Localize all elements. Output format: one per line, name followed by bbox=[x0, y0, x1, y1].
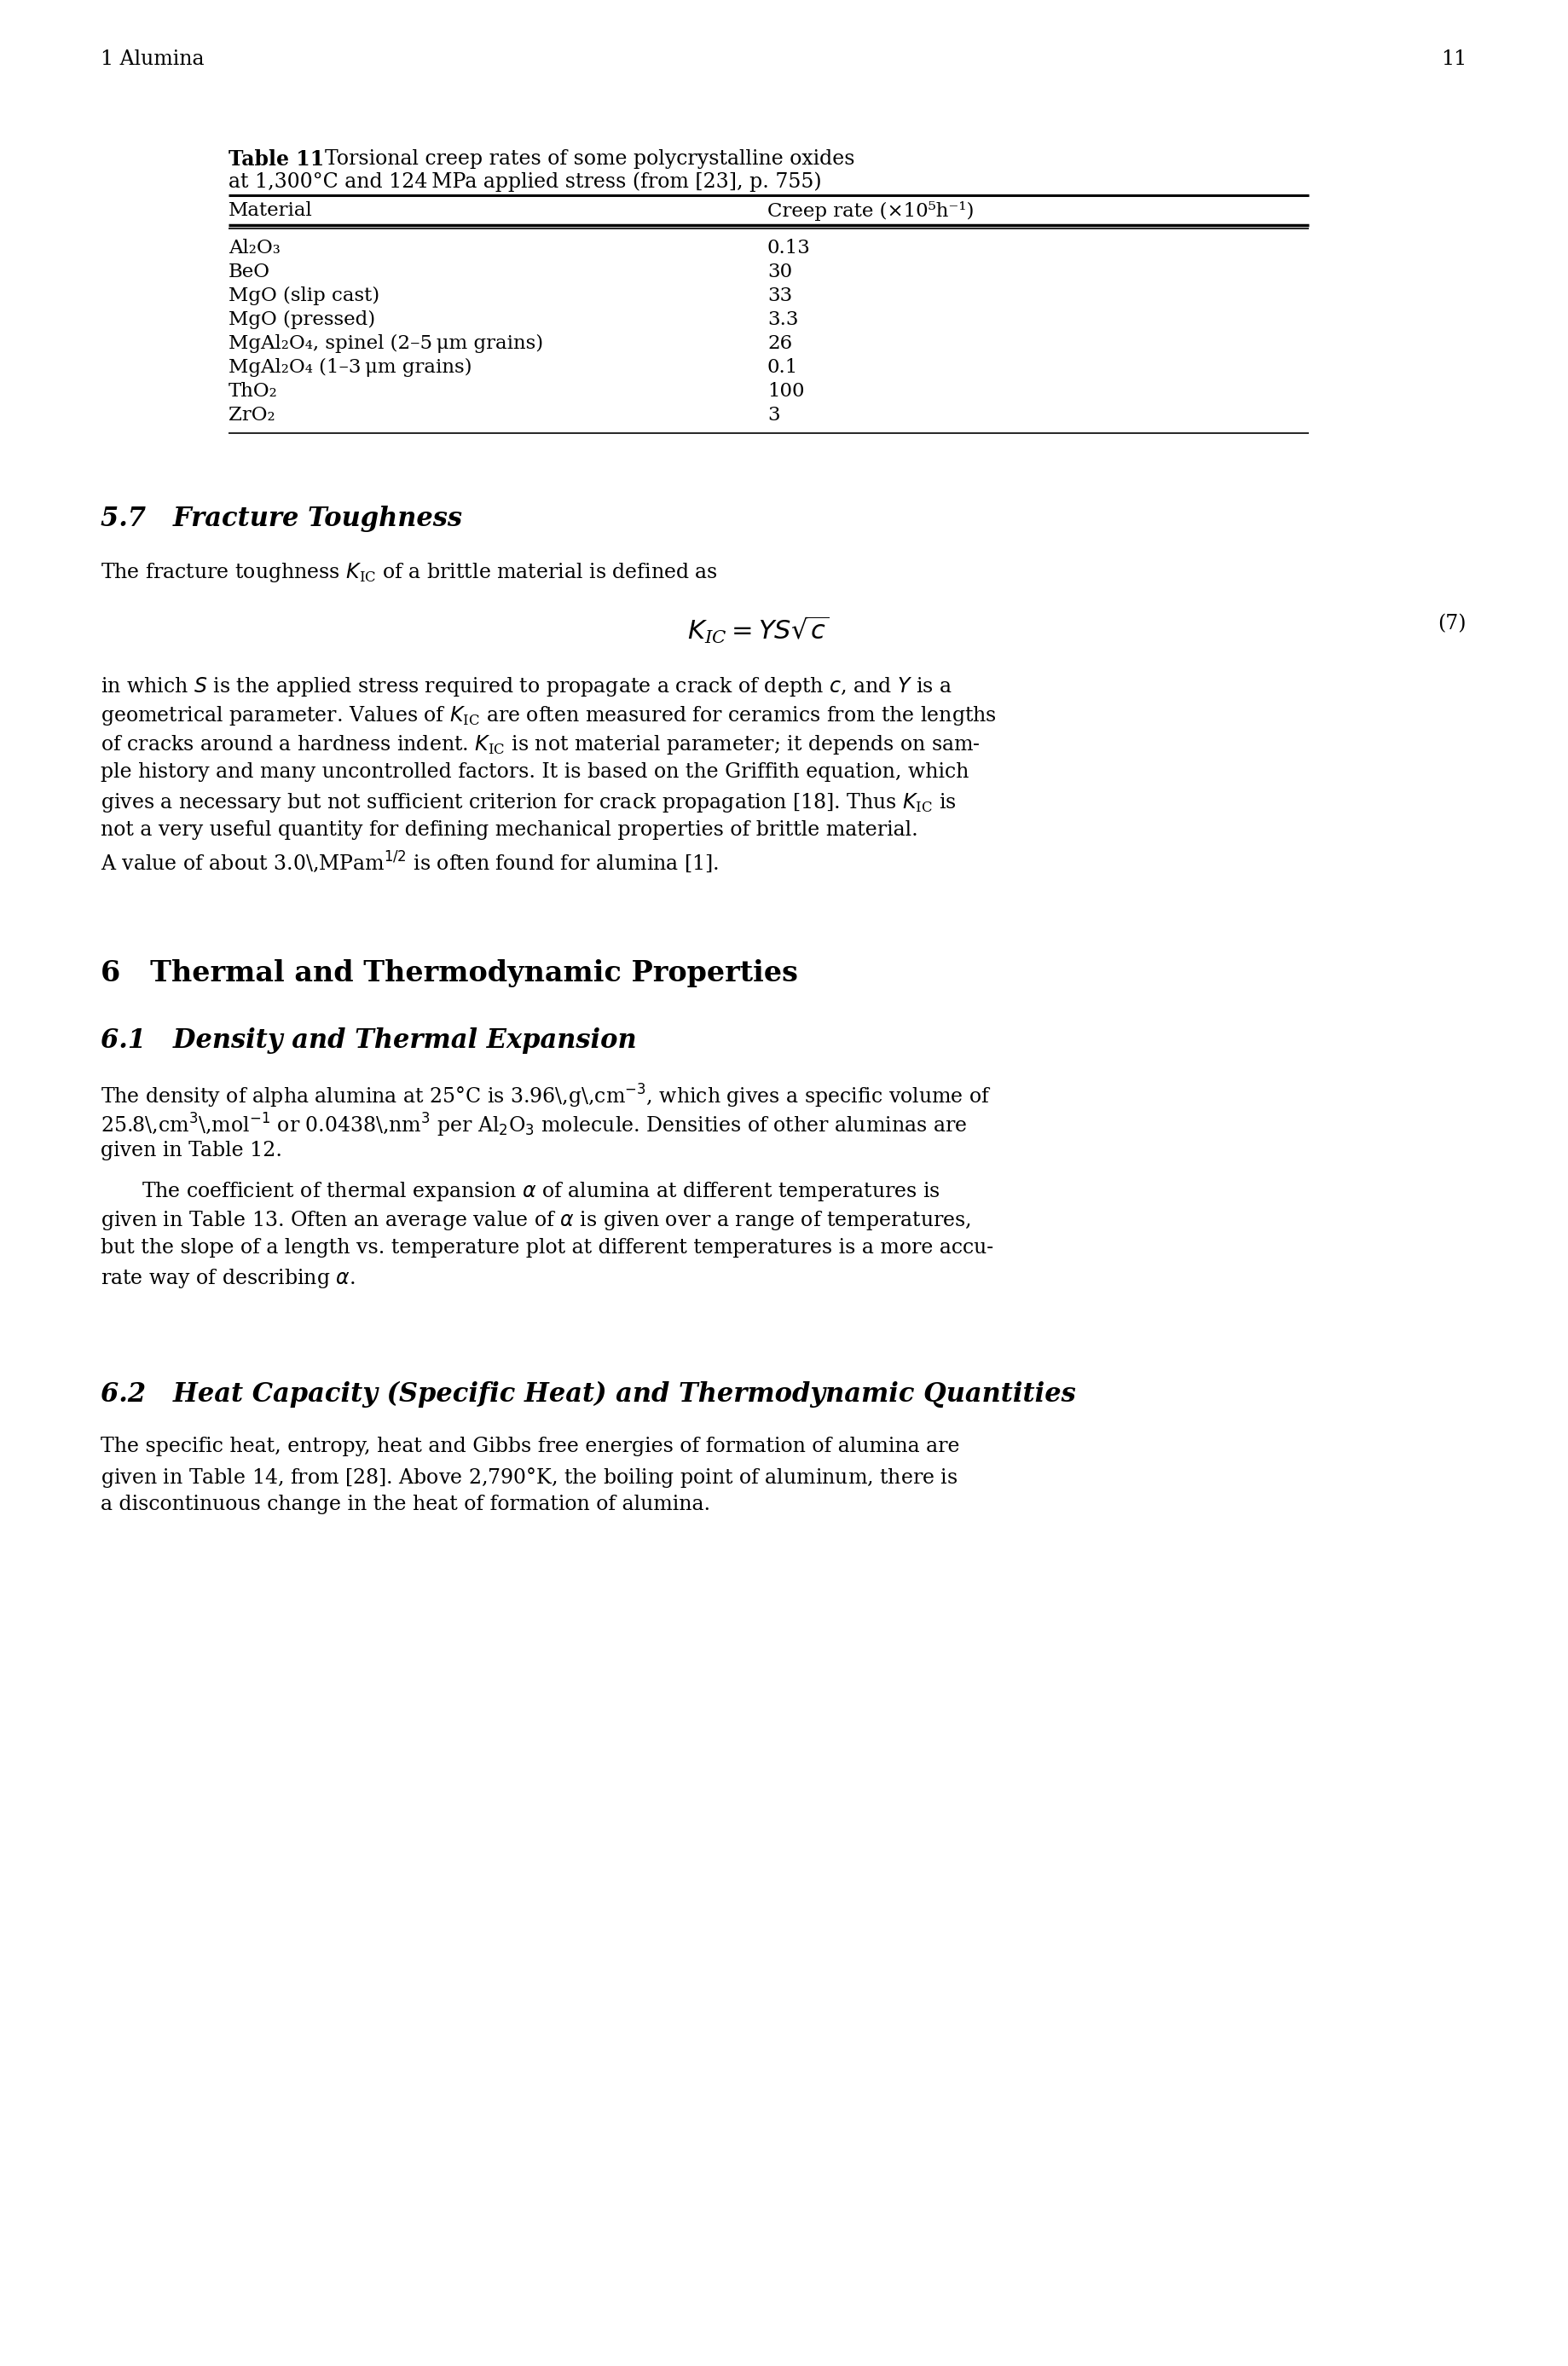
Text: 0.13: 0.13 bbox=[767, 239, 811, 258]
Text: 6   Thermal and Thermodynamic Properties: 6 Thermal and Thermodynamic Properties bbox=[100, 958, 798, 987]
Text: rate way of describing $\alpha$.: rate way of describing $\alpha$. bbox=[100, 1266, 356, 1289]
Text: a discontinuous change in the heat of formation of alumina.: a discontinuous change in the heat of fo… bbox=[100, 1495, 710, 1514]
Text: A value of about 3.0\,MPam$^{1/2}$ is often found for alumina [1].: A value of about 3.0\,MPam$^{1/2}$ is of… bbox=[100, 849, 720, 875]
Text: of cracks around a hardness indent. $K_{\mathregular{IC}}$ is not material param: of cracks around a hardness indent. $K_{… bbox=[100, 733, 980, 757]
Text: 25.8\,cm$^3$\,mol$^{-1}$ or 0.0438\,nm$^3$ per Al$_2$O$_3$ molecule. Densities o: 25.8\,cm$^3$\,mol$^{-1}$ or 0.0438\,nm$^… bbox=[100, 1112, 967, 1140]
Text: 1 Alumina: 1 Alumina bbox=[100, 50, 204, 69]
Text: The specific heat, entropy, heat and Gibbs free energies of formation of alumina: The specific heat, entropy, heat and Gib… bbox=[100, 1436, 960, 1455]
Text: given in Table 14, from [28]. Above 2,790$\degree$K, the boiling point of alumin: given in Table 14, from [28]. Above 2,79… bbox=[100, 1465, 958, 1491]
Text: 0.1: 0.1 bbox=[767, 357, 798, 376]
Text: 5.7   Fracture Toughness: 5.7 Fracture Toughness bbox=[100, 506, 463, 532]
Text: 3.3: 3.3 bbox=[767, 310, 798, 329]
Text: 6.2   Heat Capacity (Specific Heat) and Thermodynamic Quantities: 6.2 Heat Capacity (Specific Heat) and Th… bbox=[100, 1382, 1076, 1408]
Text: 6.1   Density and Thermal Expansion: 6.1 Density and Thermal Expansion bbox=[100, 1027, 637, 1053]
Text: given in Table 13. Often an average value of $\alpha$ is given over a range of t: given in Table 13. Often an average valu… bbox=[100, 1209, 971, 1233]
Text: but the slope of a length vs. temperature plot at different temperatures is a mo: but the slope of a length vs. temperatur… bbox=[100, 1237, 994, 1259]
Text: 30: 30 bbox=[767, 263, 792, 282]
Text: The density of alpha alumina at 25$\degree$C is 3.96\,g\,cm$^{-3}$, which gives : The density of alpha alumina at 25$\degr… bbox=[100, 1084, 991, 1110]
Text: 100: 100 bbox=[767, 381, 804, 400]
Text: ThO₂: ThO₂ bbox=[229, 381, 278, 400]
Text: given in Table 12.: given in Table 12. bbox=[100, 1140, 282, 1159]
Text: at 1,300°C and 124 MPa applied stress (from [23], p. 755): at 1,300°C and 124 MPa applied stress (f… bbox=[229, 170, 822, 192]
Text: geometrical parameter. Values of $K_{\mathregular{IC}}$ are often measured for c: geometrical parameter. Values of $K_{\ma… bbox=[100, 705, 997, 726]
Text: Al₂O₃: Al₂O₃ bbox=[229, 239, 281, 258]
Text: BeO: BeO bbox=[229, 263, 270, 282]
Text: Torsional creep rates of some polycrystalline oxides: Torsional creep rates of some polycrysta… bbox=[312, 149, 855, 168]
Text: MgAl₂O₄, spinel (2–5 μm grains): MgAl₂O₄, spinel (2–5 μm grains) bbox=[229, 334, 543, 353]
Text: ple history and many uncontrolled factors. It is based on the Griffith equation,: ple history and many uncontrolled factor… bbox=[100, 762, 969, 781]
Text: Creep rate (×10⁵h⁻¹): Creep rate (×10⁵h⁻¹) bbox=[767, 201, 974, 220]
Text: not a very useful quantity for defining mechanical properties of brittle materia: not a very useful quantity for defining … bbox=[100, 821, 919, 840]
Text: 11: 11 bbox=[1441, 50, 1466, 69]
Text: MgAl₂O₄ (1–3 μm grains): MgAl₂O₄ (1–3 μm grains) bbox=[229, 357, 472, 376]
Text: The fracture toughness $K_{\mathregular{IC}}$ of a brittle material is defined a: The fracture toughness $K_{\mathregular{… bbox=[100, 561, 718, 584]
Text: $K_{\mathregular{IC}} = YS\sqrt{c}$: $K_{\mathregular{IC}} = YS\sqrt{c}$ bbox=[687, 613, 829, 646]
Text: ZrO₂: ZrO₂ bbox=[229, 407, 276, 424]
Text: MgO (pressed): MgO (pressed) bbox=[229, 310, 375, 329]
Text: in which $S$ is the applied stress required to propagate a crack of depth $c$, a: in which $S$ is the applied stress requi… bbox=[100, 674, 952, 698]
Text: 26: 26 bbox=[767, 334, 792, 353]
Text: gives a necessary but not sufficient criterion for crack propagation [18]. Thus : gives a necessary but not sufficient cri… bbox=[100, 790, 956, 814]
Text: 33: 33 bbox=[767, 286, 792, 305]
Text: (7): (7) bbox=[1438, 613, 1466, 634]
Text: The coefficient of thermal expansion $\alpha$ of alumina at different temperatur: The coefficient of thermal expansion $\a… bbox=[141, 1181, 941, 1202]
Text: Table 11: Table 11 bbox=[229, 149, 325, 170]
Text: Material: Material bbox=[229, 201, 312, 220]
Text: 3: 3 bbox=[767, 407, 779, 424]
Text: MgO (slip cast): MgO (slip cast) bbox=[229, 286, 379, 305]
